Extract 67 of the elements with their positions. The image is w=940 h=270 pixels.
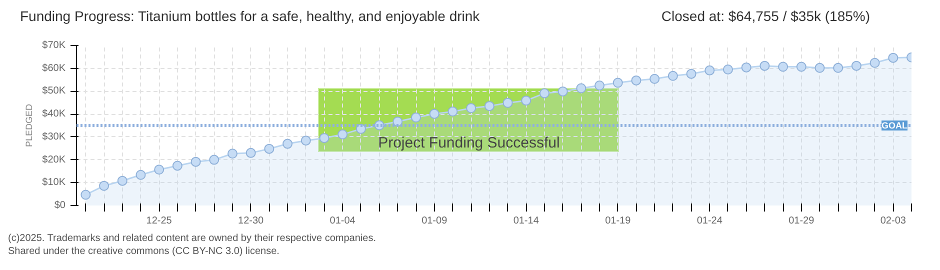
point: [484, 101, 494, 112]
x-tick-label: 01-09: [422, 216, 448, 226]
point: [851, 60, 862, 71]
point: [246, 148, 256, 158]
point: [448, 106, 458, 117]
point: [282, 138, 293, 149]
point: [594, 80, 605, 90]
point: [539, 88, 550, 98]
point: [502, 98, 513, 108]
point: [741, 62, 752, 72]
point: [99, 180, 110, 191]
annotation: Project Funding Successful: [378, 134, 560, 152]
point: [796, 62, 806, 72]
point: [704, 65, 715, 76]
point: [760, 60, 770, 71]
y-tick-label: $60K: [42, 62, 66, 74]
x-tick-label: 02-03: [880, 216, 906, 226]
point: [154, 164, 164, 175]
point: [209, 154, 220, 165]
point: [686, 68, 696, 79]
point: [136, 170, 146, 180]
point: [576, 83, 586, 94]
point: [814, 62, 825, 73]
y-tick-label: $50K: [42, 86, 66, 97]
point: [631, 75, 642, 86]
chart-title: Funding Progress: Titanium bottles for a safe, healthy, and enjoyable drink: [20, 7, 480, 26]
point: [319, 133, 330, 144]
point: [227, 148, 238, 159]
x-tick-label: 12-30: [238, 216, 264, 226]
chart-subtitle: Closed at: $64,755 / $35k (185%): [661, 7, 870, 26]
x-tick-label: 01-24: [696, 216, 723, 226]
point: [888, 52, 898, 63]
ref-line-label: GOAL: [882, 120, 908, 130]
point: [833, 62, 844, 73]
y-tick-label: $70K: [42, 40, 66, 51]
y-axis-title: PLEDGED: [24, 103, 34, 148]
point: [190, 156, 201, 167]
point: [521, 96, 532, 106]
x-tick-label: 01-29: [788, 216, 815, 226]
y-tick-label: $10K: [42, 177, 66, 188]
point: [429, 108, 440, 119]
point: [300, 136, 311, 146]
point: [338, 129, 348, 140]
point: [466, 103, 476, 114]
point: [668, 70, 678, 81]
x-tick-label: 01-04: [330, 216, 356, 226]
point: [172, 160, 182, 171]
point: [650, 74, 660, 84]
point: [392, 116, 403, 127]
point: [870, 58, 880, 68]
point: [612, 78, 623, 88]
y-tick-label: $30K: [42, 131, 66, 142]
point: [778, 62, 788, 72]
y-tick-label: $40K: [42, 108, 66, 120]
text: Shared under the creative commons (CC BY-NC 3.0) license.: [8, 246, 280, 257]
x-tick-label: 01-14: [513, 216, 540, 226]
point: [80, 190, 91, 200]
x-tick-label: 01-19: [605, 216, 632, 226]
y-tick-label: $20K: [42, 154, 66, 166]
y-tick-label: $0: [54, 200, 66, 211]
x-tick-label: 12-25: [146, 216, 172, 226]
point: [264, 144, 274, 154]
point: [117, 176, 128, 186]
point: [558, 86, 568, 96]
point: [722, 64, 733, 74]
text: (c)2025. Trademarks and related content are owned by their respective companies.: [8, 233, 376, 244]
point: [411, 112, 422, 122]
